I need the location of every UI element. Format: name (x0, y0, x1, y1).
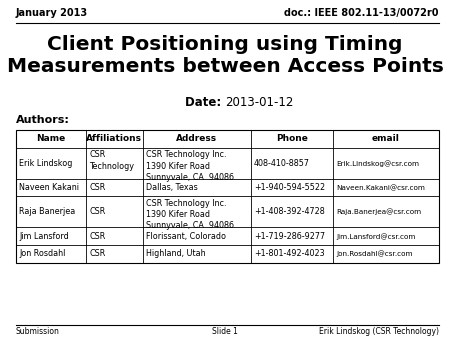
Text: Erik Lindskog: Erik Lindskog (19, 159, 73, 168)
Text: +1-408-392-4728: +1-408-392-4728 (254, 208, 325, 216)
Text: CSR: CSR (89, 232, 105, 241)
Text: Florissant, Colorado: Florissant, Colorado (146, 232, 226, 241)
Text: Phone: Phone (276, 135, 308, 143)
Text: CSR Technology Inc.
1390 Kifer Road
Sunnyvale, CA  94086: CSR Technology Inc. 1390 Kifer Road Sunn… (146, 150, 234, 182)
Text: Name: Name (36, 135, 65, 143)
Text: Client Positioning using Timing
Measurements between Access Points: Client Positioning using Timing Measurem… (7, 35, 443, 76)
Text: 408-410-8857: 408-410-8857 (254, 159, 310, 168)
Text: email: email (372, 135, 400, 143)
Text: Slide 1: Slide 1 (212, 327, 238, 336)
Text: Jon.Rosdahl@csr.com: Jon.Rosdahl@csr.com (337, 250, 413, 257)
Text: Jim Lansford: Jim Lansford (19, 232, 69, 241)
Text: CSR Technology Inc.
1390 Kifer Road
Sunnyvale, CA  94086: CSR Technology Inc. 1390 Kifer Road Sunn… (146, 199, 234, 230)
Text: January 2013: January 2013 (16, 8, 88, 19)
Text: Dallas, Texas: Dallas, Texas (146, 183, 198, 192)
Text: Raja Banerjea: Raja Banerjea (19, 208, 76, 216)
Text: +1-719-286-9277: +1-719-286-9277 (254, 232, 325, 241)
Text: +1-801-492-4023: +1-801-492-4023 (254, 249, 325, 258)
Text: Date:: Date: (184, 96, 225, 109)
Text: doc.: IEEE 802.11-13/0072r0: doc.: IEEE 802.11-13/0072r0 (284, 8, 439, 19)
Text: CSR: CSR (89, 183, 105, 192)
Text: Address: Address (176, 135, 217, 143)
Text: Highland, Utah: Highland, Utah (146, 249, 206, 258)
Text: Jim.Lansford@csr.com: Jim.Lansford@csr.com (337, 233, 416, 240)
Text: Authors:: Authors: (16, 115, 70, 125)
Text: Affiliations: Affiliations (86, 135, 142, 143)
Bar (16, 130, 439, 263)
Text: 2013-01-12: 2013-01-12 (225, 96, 293, 109)
Text: CSR: CSR (89, 208, 105, 216)
Text: Submission: Submission (16, 327, 59, 336)
Text: Naveen.Kakani@csr.com: Naveen.Kakani@csr.com (337, 184, 426, 191)
Text: +1-940-594-5522: +1-940-594-5522 (254, 183, 325, 192)
Text: CSR: CSR (89, 249, 105, 258)
Text: Naveen Kakani: Naveen Kakani (19, 183, 79, 192)
Text: Jon Rosdahl: Jon Rosdahl (19, 249, 66, 258)
Text: Raja.Banerjea@csr.com: Raja.Banerjea@csr.com (337, 209, 422, 215)
Text: Erik.Lindskog@csr.com: Erik.Lindskog@csr.com (337, 160, 419, 167)
Text: CSR
Technology: CSR Technology (89, 150, 134, 170)
Text: Erik Lindskog (CSR Technology): Erik Lindskog (CSR Technology) (319, 327, 439, 336)
